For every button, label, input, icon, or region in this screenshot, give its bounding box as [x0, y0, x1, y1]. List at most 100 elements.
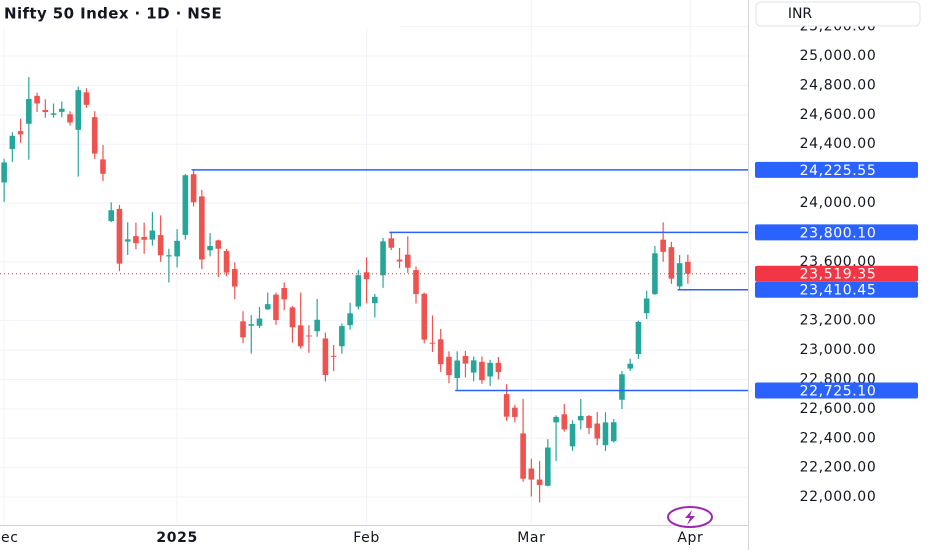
- candle-body: [108, 210, 115, 222]
- candle-body: [91, 117, 98, 154]
- candle-body: [388, 238, 395, 248]
- candle-body: [355, 275, 362, 307]
- x-tick-label: 2025: [156, 530, 197, 546]
- candle-body: [396, 259, 403, 262]
- last-price-bg: [755, 265, 918, 282]
- candle-body: [495, 362, 502, 373]
- candle-body: [199, 196, 205, 260]
- x-tick-label: Apr: [677, 530, 703, 546]
- candle-body: [520, 433, 526, 479]
- candle-body: [454, 360, 461, 378]
- candle-body: [643, 298, 650, 314]
- candle-body: [157, 235, 164, 256]
- y-tick-label: 25,000.00: [800, 48, 877, 64]
- candle-body: [446, 356, 452, 376]
- candle-body: [50, 113, 57, 115]
- y-tick-label: 24,800.00: [800, 77, 877, 93]
- level-label-bg: [755, 281, 918, 298]
- candle-body: [26, 98, 32, 124]
- candle-body: [297, 325, 304, 347]
- candle-body: [281, 288, 288, 300]
- candle-body: [215, 240, 222, 249]
- y-tick-label: 23,200.00: [800, 313, 877, 329]
- candle-body: [470, 360, 477, 373]
- level-label-bg: [755, 382, 918, 399]
- candle-body: [223, 250, 230, 273]
- candle-body: [124, 239, 131, 242]
- icon-bolt: [685, 510, 695, 525]
- candle-body: [174, 240, 180, 257]
- candle-body: [602, 422, 609, 446]
- candle-body: [330, 355, 337, 357]
- candle-body: [273, 294, 279, 321]
- candle-body: [347, 313, 353, 326]
- candle-body: [363, 272, 370, 280]
- candle-body: [512, 407, 518, 417]
- y-tick-label: 22,200.00: [800, 460, 877, 476]
- candle-body: [594, 423, 601, 439]
- y-tick-label: 22,600.00: [800, 401, 877, 417]
- level-label: 24,225.55: [800, 163, 877, 179]
- x-tick-label: Feb: [353, 530, 380, 546]
- candle-body: [652, 253, 658, 295]
- candle-body: [83, 92, 90, 105]
- lightning-icon[interactable]: [667, 506, 713, 528]
- candle-body: [577, 415, 584, 421]
- candle-body: [67, 114, 73, 123]
- candle-body: [487, 362, 493, 377]
- title-bg: [0, 0, 400, 28]
- candle-body: [545, 447, 551, 486]
- candle-body: [437, 339, 444, 365]
- candle-body: [207, 245, 213, 251]
- candle-body: [100, 159, 106, 174]
- y-tick-label: 24,000.00: [800, 195, 877, 211]
- candle-body: [231, 269, 238, 287]
- candle-body: [561, 414, 568, 430]
- last-price-label: 23,519.35: [800, 267, 877, 283]
- candle-body: [553, 416, 559, 423]
- level-label-bg: [755, 224, 918, 241]
- candle-body: [42, 109, 49, 113]
- candle-body: [413, 270, 419, 295]
- candle-body: [133, 236, 139, 244]
- chart-title: Nifty 50 Index · 1D · NSE: [4, 5, 222, 23]
- x-tick-label: Dec: [0, 530, 19, 546]
- candle-body: [462, 355, 469, 364]
- y-tick-label: 24,600.00: [800, 107, 877, 123]
- candle-body: [58, 108, 65, 112]
- currency[interactable]: INR: [788, 6, 813, 22]
- candle-body: [479, 361, 485, 381]
- candle-body: [627, 363, 633, 369]
- candle-body: [166, 255, 172, 257]
- candle-body: [9, 135, 16, 150]
- y-tick-label: 22,000.00: [800, 489, 877, 505]
- grid: [0, 0, 748, 525]
- candle-body: [240, 321, 246, 338]
- candle-body: [586, 415, 592, 428]
- candle-body: [306, 335, 312, 337]
- candle-body: [264, 304, 271, 310]
- y-tick-label: 24,400.00: [800, 136, 877, 152]
- candle-body: [528, 468, 535, 480]
- candle-body: [610, 422, 617, 442]
- candle-body: [190, 174, 197, 203]
- currency-box[interactable]: [755, 1, 921, 27]
- candle-body: [248, 324, 255, 326]
- candle-body: [372, 296, 378, 304]
- candle-body: [1, 162, 7, 183]
- level-label-bg: [755, 161, 918, 178]
- candle-body: [314, 319, 320, 332]
- candle-body: [503, 394, 510, 417]
- candle-body: [429, 342, 436, 344]
- candle-body: [536, 479, 543, 486]
- candle-body: [635, 321, 642, 355]
- level-label: 23,800.10: [800, 225, 877, 241]
- candle-body: [322, 338, 329, 376]
- y-tick-label: 22,400.00: [800, 430, 877, 446]
- candle-body: [404, 254, 411, 268]
- candle-body: [116, 208, 123, 264]
- candle-body: [182, 175, 189, 235]
- time-scale: Dec 2025 Feb Mar Apr: [0, 530, 703, 546]
